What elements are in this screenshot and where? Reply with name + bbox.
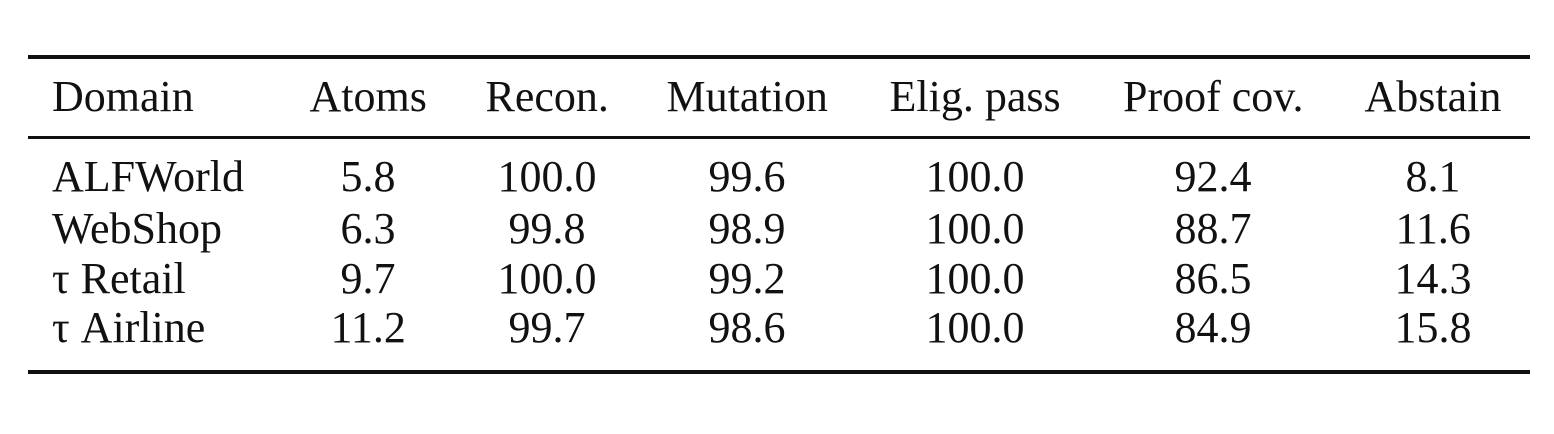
data-cell: 84.9: [1174, 303, 1252, 352]
data-cell: 5.8: [340, 152, 396, 201]
header-cell: Atoms: [309, 72, 427, 121]
data-cell: 14.3: [1394, 254, 1472, 303]
row-label: τ Airline: [52, 303, 206, 352]
data-cell: 99.8: [508, 204, 586, 253]
data-cell: 86.5: [1174, 254, 1252, 303]
top-rule: [28, 55, 1530, 59]
row-label: WebShop: [52, 204, 223, 253]
header-cell: Proof cov.: [1123, 72, 1304, 121]
data-cell: 100.0: [925, 254, 1025, 303]
header-cell: Mutation: [666, 72, 828, 121]
data-cell: 100.0: [925, 152, 1025, 201]
data-cell: 6.3: [340, 204, 396, 253]
row-label: τ Retail: [52, 254, 186, 303]
data-cell: 11.2: [330, 303, 406, 352]
row-label: ALFWorld: [52, 152, 245, 201]
data-cell: 11.6: [1395, 204, 1471, 253]
data-cell: 8.1: [1405, 152, 1461, 201]
data-cell: 98.6: [708, 303, 786, 352]
data-cell: 99.7: [508, 303, 586, 352]
header-cell: Abstain: [1364, 72, 1502, 121]
data-cell: 100.0: [497, 254, 597, 303]
data-cell: 99.2: [708, 254, 786, 303]
bottom-rule: [28, 370, 1530, 374]
data-cell: 100.0: [925, 204, 1025, 253]
header-cell: Recon.: [485, 72, 609, 121]
data-cell: 99.6: [708, 152, 786, 201]
data-cell: 98.9: [708, 204, 786, 253]
mid-rule: [28, 136, 1530, 139]
data-cell: 15.8: [1394, 303, 1472, 352]
data-cell: 92.4: [1174, 152, 1252, 201]
data-cell: 100.0: [497, 152, 597, 201]
data-cell: 9.7: [340, 254, 396, 303]
header-cell: Elig. pass: [889, 72, 1061, 121]
header-cell: Domain: [52, 72, 194, 121]
data-cell: 100.0: [925, 303, 1025, 352]
data-cell: 88.7: [1174, 204, 1252, 253]
